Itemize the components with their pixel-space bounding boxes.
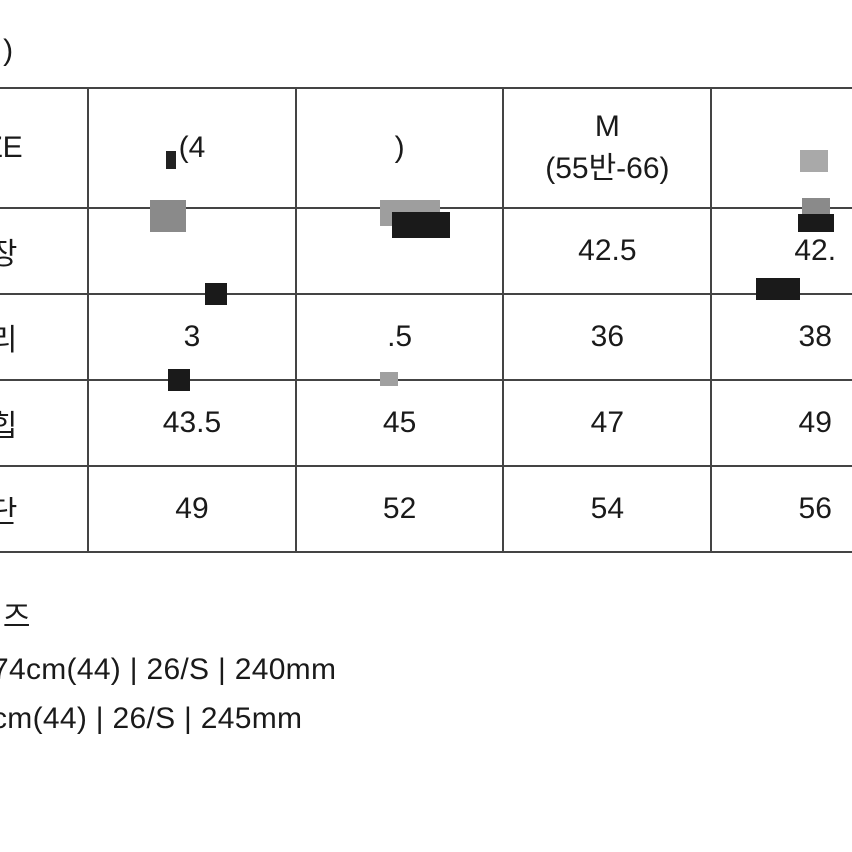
artifact-block <box>168 369 190 391</box>
cell: 49 <box>88 466 296 552</box>
header-col-3-line1: M <box>504 106 710 148</box>
artifact-block <box>800 150 828 172</box>
row-label: 장 <box>0 208 88 294</box>
cell <box>88 208 296 294</box>
cell: .5 <box>296 294 503 380</box>
artifact-block <box>166 151 176 169</box>
footer-line-2: 174cm(44) | 26/S | 240mm <box>0 645 852 695</box>
artifact-block <box>205 283 227 305</box>
artifact-block <box>392 212 450 238</box>
table-row: 리 3 .5 36 38 <box>0 294 852 380</box>
cell: 54 <box>503 466 711 552</box>
footer-block: 이즈 174cm(44) | 26/S | 240mm 2cm(44) | 26… <box>0 553 852 744</box>
cell: 36 <box>503 294 711 380</box>
top-label: 면) <box>0 0 852 87</box>
header-col-3-line2: (55반-66) <box>504 148 710 190</box>
header-col-1: (4 <box>88 88 296 208</box>
header-col-4 <box>711 88 852 208</box>
table-header-row: ZE (4 ) M (55반-66) <box>0 88 852 208</box>
cell: 52 <box>296 466 503 552</box>
footer-line-1: 이즈 <box>0 593 852 643</box>
cell: 42.5 <box>503 208 711 294</box>
row-label: 리 <box>0 294 88 380</box>
header-col-3: M (55반-66) <box>503 88 711 208</box>
artifact-block <box>380 372 398 386</box>
header-col-2-line2: ) <box>297 127 502 169</box>
cell: 49 <box>711 380 852 466</box>
row-label: 단 <box>0 466 88 552</box>
artifact-block <box>798 214 834 232</box>
cell: 45 <box>296 380 503 466</box>
table-row: 힙 43.5 45 47 49 <box>0 380 852 466</box>
artifact-block <box>150 200 186 232</box>
cell: 43.5 <box>88 380 296 466</box>
cell: 3 <box>88 294 296 380</box>
cell: 47 <box>503 380 711 466</box>
header-size-label: ZE <box>0 88 88 208</box>
cell: 38 <box>711 294 852 380</box>
header-col-1-line2: (4 <box>89 127 295 169</box>
artifact-block <box>756 278 800 300</box>
size-table: ZE (4 ) M (55반-66) 장 42.5 42. <box>0 87 852 553</box>
row-label: 힙 <box>0 380 88 466</box>
header-col-2: ) <box>296 88 503 208</box>
cell: 56 <box>711 466 852 552</box>
table-row: 단 49 52 54 56 <box>0 466 852 552</box>
footer-line-3: 2cm(44) | 26/S | 245mm <box>0 694 852 744</box>
